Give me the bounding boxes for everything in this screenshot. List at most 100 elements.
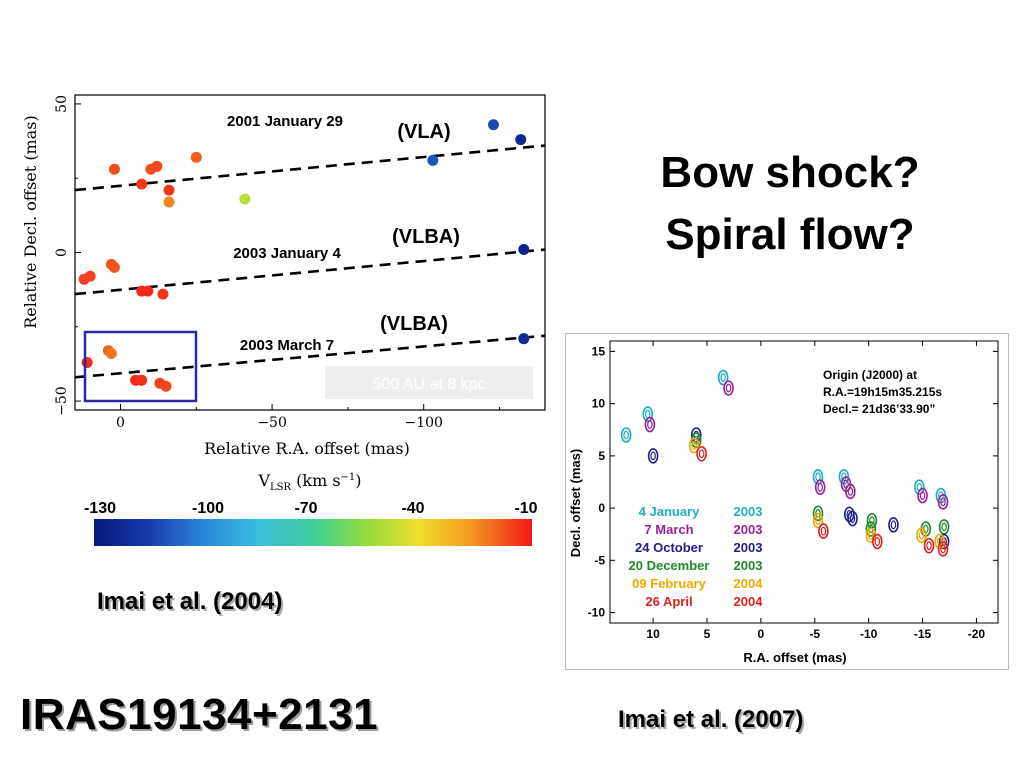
scale-bar-label: 500 AU at 8 kpc [373,376,486,393]
contour-x-tick-label: -20 [968,627,986,641]
maser-spot [84,270,96,282]
maser-spot [239,193,251,205]
maser-contour-inner [623,430,629,440]
legend-date: 7 March [644,522,693,537]
origin-line-1: Origin (J2000) at [823,368,917,382]
maser-spot [81,356,93,368]
maser-contour [871,533,883,550]
maser-spot [151,160,163,172]
vlbi-position-chart: 0 −50 −100 50 0 −50 2001 January 29 (VLA) 2003 J… [21,94,546,546]
maser-contour-inner [817,482,823,492]
instrument-label: (VLBA) [392,226,460,248]
y-axis-label: Relative Decl. offset (mas) [21,115,40,328]
colorbar-label: VLSR (km s−1) [257,471,361,493]
citation-2007: Imai et al. (2007) [618,706,804,733]
maser-contour-inner [849,514,856,523]
colorbar-tick-label: -10 [514,500,537,517]
legend-year: 2004 [734,576,764,591]
instrument-label: (VLA) [397,121,450,143]
maser-spot [160,380,172,392]
maser-spot [163,196,175,208]
maser-contour-inner [720,373,726,382]
legend-year: 2004 [734,594,764,609]
maser-contour [723,380,734,396]
epoch-label: 2003 January 4 [233,245,341,262]
maser-spot [136,178,148,190]
y-tick-label: −50 [54,386,70,416]
maser-contour-inner [869,516,875,526]
maser-contour-inner [698,449,705,459]
maser-spot [487,119,499,131]
maser-contour [914,479,925,496]
maser-spot [190,151,202,163]
maser-spot [108,163,120,175]
maser-contour [843,506,855,523]
legend-date: 4 January [639,504,700,519]
epoch-trend-line [74,334,546,379]
maser-contour [644,416,656,433]
maser-contour [888,517,899,533]
maser-contour-inner [918,530,925,540]
instrument-label: (VLBA) [380,313,448,335]
maser-contour [847,510,858,527]
maser-contour-inner [919,491,926,500]
maser-spot [518,244,530,256]
maser-contour-inner [647,420,653,429]
maser-contour [717,369,729,386]
maser-contour [647,448,659,464]
maser-spot [136,374,148,386]
y-tick-label: 50 [54,95,70,113]
velocity-colorbar [94,519,532,546]
maser-contour [812,468,824,485]
maser-contour [845,483,856,500]
maser-contour [865,521,877,537]
maser-contour-inner [940,544,946,554]
maser-spot [142,285,154,297]
maser-contour [937,494,949,510]
maser-contour-inner [650,451,656,461]
contour-map-chart: 10 5 0 -5 -10 -15 -20 15 10 5 0 -5 -10 Decl. offset … [565,333,1009,670]
maser-contour [938,533,950,550]
contour-y-tick-label: 5 [598,449,605,463]
legend-date: 09 February [632,576,706,591]
maser-contour [937,541,949,557]
maser-spot [427,154,439,166]
contour-y-tick-label: -10 [588,606,606,620]
scale-bar-background [325,366,533,399]
contour-y-tick-label: 15 [592,344,606,358]
maser-contour [818,523,829,539]
maser-contour-inner [868,530,874,540]
maser-contour [916,527,927,544]
maser-contour-inner [941,522,947,532]
question-line-2: Spiral flow? [665,210,915,259]
question-line-1: Bow shock? [660,148,920,197]
contour-x-tick-label: -15 [914,627,932,641]
contour-y-axis-label: Decl. offset (mas) [568,449,583,557]
maser-contour-inner [815,516,821,526]
maser-contour [923,537,935,554]
colorbar-tick-label: -70 [294,500,317,517]
maser-contour [688,437,700,454]
x-axis-label: Relative R.A. offset (mas) [204,439,410,458]
legend-year: 2003 [734,558,763,573]
epoch-label: 2001 January 29 [227,113,343,130]
maser-contour [812,512,824,529]
maser-contour-inner [820,526,827,536]
colorbar-tick-label: -40 [401,500,424,517]
maser-contour [917,487,928,504]
epoch-trend-line [74,248,546,296]
contour-y-tick-label: -5 [594,553,605,567]
maser-contour-inner [940,497,946,507]
slide-title: IRAS19134+2131 [20,690,379,739]
legend-date: 26 April [645,594,692,609]
maser-spot [105,348,117,360]
x-tick-label: −50 [257,415,287,431]
maser-spot [157,288,169,300]
citation-2004: Imai et al. (2004) [97,588,283,615]
contour-x-tick-label: -5 [809,627,820,641]
origin-line-3: Decl.= 21d36’33.90” [823,402,935,416]
legend-date: 20 December [629,558,710,573]
maser-contour [642,406,654,422]
contour-plot-frame [609,340,999,624]
origin-line-2: R.A.=19h15m35.215s [823,385,942,399]
